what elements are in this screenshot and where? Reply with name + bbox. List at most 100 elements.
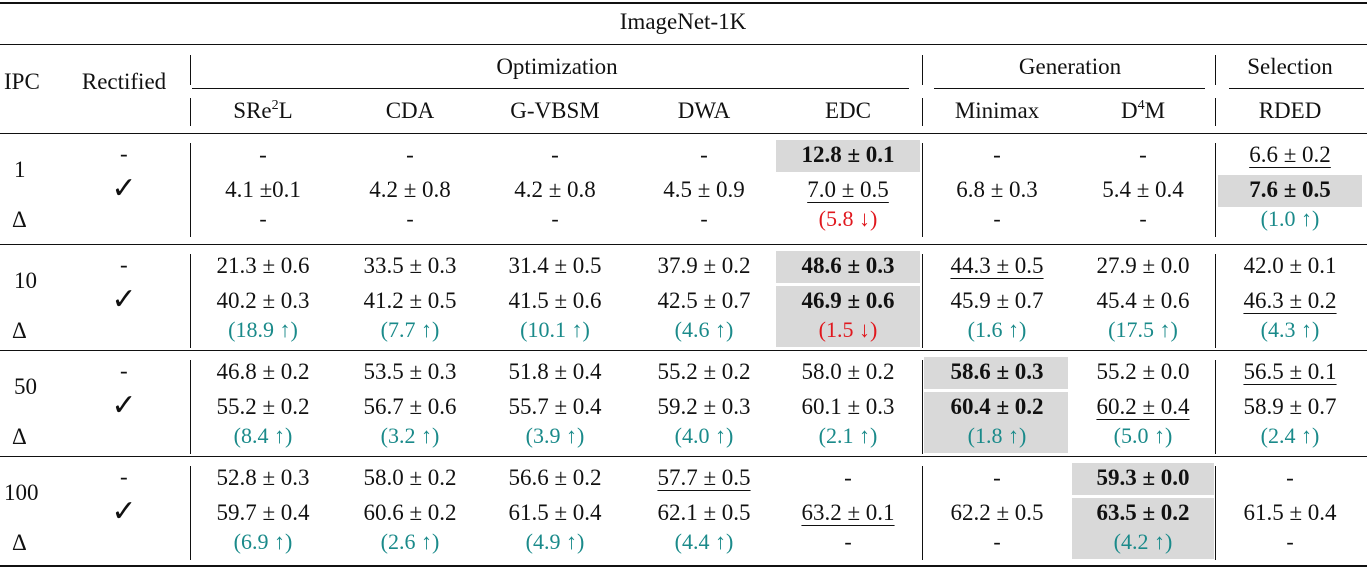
block-divider bbox=[0, 350, 1367, 351]
highlight-shade bbox=[1072, 527, 1214, 559]
rectified-check-icon: ✓ bbox=[111, 388, 137, 423]
delta-cell: (4.0 ↑) bbox=[674, 423, 734, 448]
rectified-check-icon: ✓ bbox=[111, 494, 137, 529]
rectified-cell: 55.2 ± 0.2 bbox=[216, 394, 310, 419]
method-superscript: 2 bbox=[271, 98, 279, 113]
baseline-cell: 55.2 ± 0.2 bbox=[657, 359, 751, 384]
method-header: CDA bbox=[386, 98, 435, 124]
delta-cell: (5.0 ↑) bbox=[1113, 423, 1173, 448]
baseline-cell: 57.7 ± 0.5 bbox=[657, 465, 751, 490]
delta-cell: - bbox=[259, 206, 267, 231]
delta-cell: - bbox=[551, 206, 559, 231]
baseline-cell: - bbox=[700, 142, 708, 167]
delta-cell: (4.9 ↑) bbox=[525, 529, 585, 554]
block-vline bbox=[922, 466, 923, 560]
baseline-cell: 56.5 ± 0.1 bbox=[1243, 359, 1337, 384]
group-header-optimization: Optimization bbox=[496, 54, 618, 79]
baseline-cell: 12.8 ± 0.1 bbox=[801, 142, 895, 167]
rectified-cell: 5.4 ± 0.4 bbox=[1102, 177, 1184, 202]
delta-cell: (4.4 ↑) bbox=[674, 529, 734, 554]
rectified-cell: 62.1 ± 0.5 bbox=[657, 500, 751, 525]
ipc-value: 1 bbox=[14, 157, 26, 182]
method-name: Minimax bbox=[954, 98, 1040, 123]
baseline-cell: - bbox=[844, 465, 852, 490]
delta-cell: (10.1 ↑) bbox=[520, 317, 590, 342]
rectified-check-icon: ✓ bbox=[111, 282, 137, 317]
highlight-shade bbox=[924, 357, 1068, 389]
rectified-check-icon: ✓ bbox=[111, 171, 137, 206]
baseline-cell: 33.5 ± 0.3 bbox=[363, 253, 457, 278]
delta-cell: (5.8 ↓) bbox=[818, 206, 878, 231]
baseline-cell: 31.4 ± 0.5 bbox=[508, 253, 602, 278]
group-rule-generation bbox=[934, 88, 1205, 89]
title-rule bbox=[0, 44, 1367, 45]
baseline-cell: 27.9 ± 0.0 bbox=[1096, 253, 1190, 278]
rectified-cell: 55.7 ± 0.4 bbox=[508, 394, 602, 419]
baseline-cell: 51.8 ± 0.4 bbox=[508, 359, 602, 384]
header-vline bbox=[1215, 55, 1216, 85]
method-header: Minimax bbox=[955, 98, 1039, 124]
delta-cell: - bbox=[1139, 206, 1147, 231]
rectified-cell: 60.6 ± 0.2 bbox=[363, 500, 457, 525]
rectified-cell: 63.5 ± 0.2 bbox=[1096, 500, 1190, 525]
ipc-value: 10 bbox=[14, 268, 37, 293]
table-title: ImageNet-1K bbox=[619, 9, 747, 34]
highlight-shade bbox=[776, 286, 920, 318]
rectified-cell: 59.2 ± 0.3 bbox=[657, 394, 751, 419]
block-vline bbox=[1215, 254, 1216, 348]
rectified-cell: 63.2 ± 0.1 bbox=[801, 500, 895, 525]
baseline-cell: 58.0 ± 0.2 bbox=[801, 359, 895, 384]
method-name: D bbox=[1120, 98, 1138, 123]
baseline-cell: 53.5 ± 0.3 bbox=[363, 359, 457, 384]
delta-cell: (1.8 ↑) bbox=[967, 423, 1027, 448]
highlight-shade bbox=[776, 315, 920, 347]
baseline-cell: 58.6 ± 0.3 bbox=[950, 359, 1044, 384]
delta-cell: (3.9 ↑) bbox=[525, 423, 585, 448]
delta-label: Δ bbox=[12, 318, 27, 343]
rectified-cell: 4.5 ± 0.9 bbox=[663, 177, 745, 202]
delta-cell: (6.9 ↑) bbox=[233, 529, 293, 554]
delta-cell: - bbox=[844, 529, 852, 554]
rectified-cell: 4.2 ± 0.8 bbox=[369, 177, 451, 202]
baseline-cell: - bbox=[993, 465, 1001, 490]
rectified-cell: 7.6 ± 0.5 bbox=[1249, 177, 1331, 202]
block-vline bbox=[1215, 466, 1216, 560]
delta-cell: - bbox=[700, 206, 708, 231]
rectified-cell: 6.8 ± 0.3 bbox=[956, 177, 1038, 202]
block-divider bbox=[0, 456, 1367, 457]
highlight-shade bbox=[776, 251, 920, 283]
method-name: EDC bbox=[825, 98, 871, 123]
delta-cell: (4.3 ↑) bbox=[1260, 317, 1320, 342]
baseline-cell: - bbox=[1139, 142, 1147, 167]
delta-cell: (2.4 ↑) bbox=[1260, 423, 1320, 448]
delta-cell: - bbox=[993, 206, 1001, 231]
rectified-cell: 7.0 ± 0.5 bbox=[807, 177, 889, 202]
group-rule-optimization bbox=[192, 88, 909, 89]
baseline-cell: - bbox=[259, 142, 267, 167]
rectified-cell: 46.3 ± 0.2 bbox=[1243, 288, 1337, 313]
method-header: EDC bbox=[825, 98, 871, 124]
baseline-cell: 21.3 ± 0.6 bbox=[216, 253, 310, 278]
rectified-cell: 58.9 ± 0.7 bbox=[1243, 394, 1337, 419]
baseline-cell: 48.6 ± 0.3 bbox=[801, 253, 895, 278]
method-name-suffix: M bbox=[1144, 98, 1166, 123]
highlight-shade bbox=[924, 421, 1068, 453]
column-header-ipc: IPC bbox=[4, 69, 40, 94]
rectified-cell: 60.1 ± 0.3 bbox=[801, 394, 895, 419]
delta-label: Δ bbox=[12, 530, 27, 555]
highlight-shade bbox=[1072, 463, 1214, 495]
method-name-suffix: L bbox=[278, 98, 293, 123]
ipc-value: 100 bbox=[4, 480, 39, 505]
column-header-rectified: Rectified bbox=[81, 69, 167, 94]
delta-cell: - bbox=[406, 206, 414, 231]
rectified-none-dash: - bbox=[120, 141, 128, 166]
bottom-rule bbox=[0, 565, 1367, 567]
delta-cell: (1.6 ↑) bbox=[967, 317, 1027, 342]
baseline-cell: 44.3 ± 0.5 bbox=[950, 253, 1044, 278]
top-rule bbox=[0, 2, 1367, 4]
method-name: SRe bbox=[233, 98, 272, 123]
header-vline bbox=[922, 98, 923, 126]
rectified-cell: 42.5 ± 0.7 bbox=[657, 288, 751, 313]
method-header: DWA bbox=[678, 98, 730, 124]
delta-cell: (7.7 ↑) bbox=[380, 317, 440, 342]
